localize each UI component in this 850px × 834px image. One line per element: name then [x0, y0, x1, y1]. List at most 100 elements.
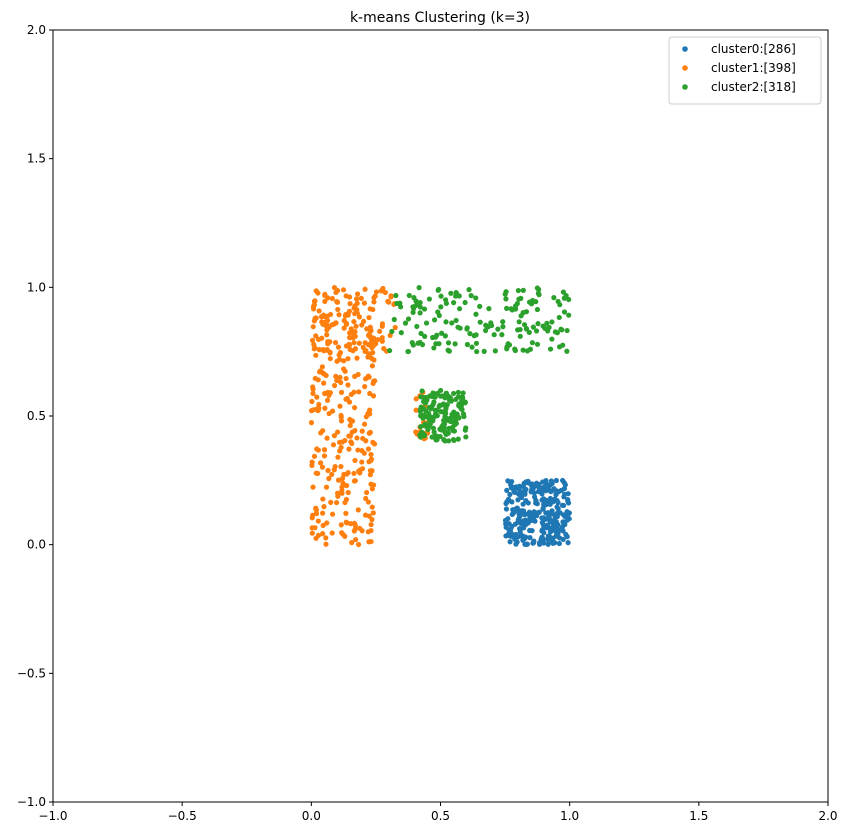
data-point — [414, 323, 420, 330]
data-point — [516, 486, 522, 492]
chart-title: k-means Clustering (k=3) — [350, 10, 530, 26]
legend-label: cluster0:[286] — [711, 42, 796, 56]
data-point — [367, 327, 373, 334]
data-point — [352, 522, 358, 529]
data-point — [445, 393, 451, 399]
data-point — [353, 537, 359, 543]
data-point — [461, 413, 467, 420]
data-point — [359, 322, 365, 328]
data-point — [564, 327, 570, 334]
data-point — [337, 356, 343, 363]
data-point — [320, 347, 326, 353]
data-point — [462, 400, 468, 406]
data-point — [361, 300, 368, 306]
data-point — [447, 418, 453, 424]
data-point — [436, 403, 442, 409]
data-point — [560, 519, 566, 525]
data-point — [341, 358, 347, 364]
data-point — [355, 447, 361, 453]
data-point — [453, 290, 459, 296]
data-point — [309, 337, 316, 343]
data-point — [342, 533, 348, 539]
data-point — [312, 375, 318, 382]
data-point — [507, 533, 513, 539]
data-point — [523, 479, 529, 485]
data-point — [514, 505, 520, 511]
data-point — [405, 316, 412, 322]
data-point — [319, 364, 325, 370]
data-point — [540, 505, 546, 511]
data-point — [506, 342, 513, 348]
data-point — [331, 321, 337, 327]
data-point — [345, 470, 351, 476]
data-point — [561, 309, 568, 315]
data-point — [451, 300, 457, 306]
data-point — [438, 387, 444, 394]
data-point — [338, 444, 344, 451]
data-point — [545, 541, 551, 547]
data-point — [534, 341, 541, 347]
data-point — [560, 289, 567, 295]
data-point — [337, 403, 343, 409]
data-point — [523, 541, 529, 547]
data-point — [431, 429, 437, 435]
data-point — [325, 339, 331, 345]
data-point — [356, 340, 362, 346]
data-point — [483, 327, 489, 334]
data-point — [368, 451, 374, 458]
data-point — [419, 342, 426, 348]
data-point — [409, 340, 415, 346]
data-point — [507, 539, 513, 545]
data-point — [503, 533, 509, 539]
data-point — [521, 322, 528, 328]
data-point — [463, 434, 469, 440]
data-point — [310, 484, 316, 490]
legend-marker — [682, 46, 688, 52]
data-point — [322, 298, 328, 304]
data-point — [335, 306, 341, 313]
data-point — [520, 483, 527, 490]
data-point — [382, 289, 388, 296]
data-point — [425, 425, 431, 431]
data-point — [507, 491, 513, 498]
data-point — [334, 288, 341, 294]
data-point — [339, 475, 346, 482]
data-point — [513, 541, 519, 547]
data-point — [324, 397, 331, 403]
data-point — [316, 347, 322, 353]
data-point — [547, 346, 554, 352]
legend: cluster0:[286] cluster1:[398] cluster2:[31… — [668, 36, 822, 105]
x-tick-label: 0.0 — [302, 809, 321, 823]
data-point — [362, 286, 368, 292]
data-point — [561, 295, 567, 301]
data-point — [509, 478, 515, 485]
data-point — [544, 320, 550, 326]
data-point — [443, 300, 450, 307]
data-point — [421, 306, 428, 312]
data-point — [351, 405, 358, 411]
legend-label: cluster1:[398] — [711, 61, 796, 75]
data-point — [359, 428, 365, 434]
data-point — [446, 348, 452, 354]
data-point — [361, 450, 367, 456]
data-point — [517, 492, 523, 498]
data-point — [512, 536, 518, 542]
data-point — [335, 477, 342, 483]
data-point — [486, 306, 492, 312]
data-point — [503, 289, 509, 295]
data-point — [327, 355, 333, 362]
data-point — [406, 292, 412, 299]
data-point — [506, 527, 512, 533]
data-point — [509, 307, 515, 313]
data-point — [520, 287, 526, 293]
data-point — [309, 398, 315, 405]
data-point — [423, 408, 429, 414]
x-tick-label: 2.0 — [818, 809, 837, 823]
data-point — [379, 335, 385, 341]
data-point — [418, 330, 424, 337]
data-point — [368, 521, 374, 528]
data-point — [451, 437, 457, 443]
data-point — [546, 515, 552, 521]
data-point — [539, 534, 545, 540]
data-point — [481, 348, 487, 354]
